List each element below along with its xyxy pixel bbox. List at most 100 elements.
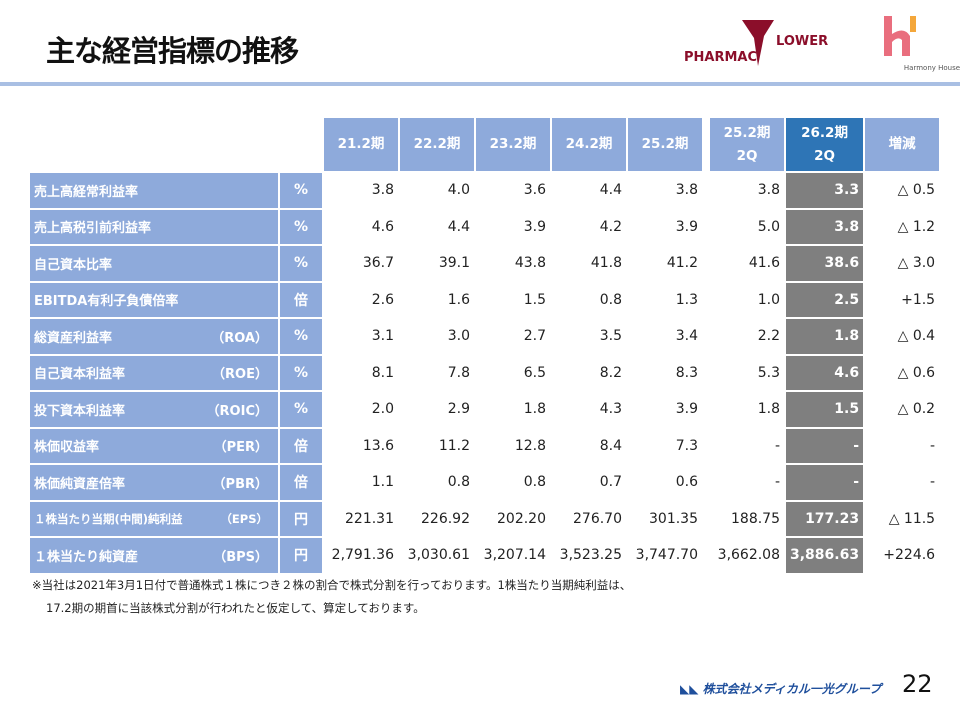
table-row: 自己資本利益率 （ROE）% 8.1 7.8 6.5 8.2 8.3 5.3 4.6 △ 0.6 [30, 355, 939, 390]
table-cell: △ 0.2 [897, 401, 936, 418]
table-cell: 38.6 [786, 246, 864, 281]
table-cell: 301.35 [649, 510, 698, 527]
column-header: 26.2期 2Q [786, 118, 864, 171]
table-cell: 4.0 [447, 182, 470, 199]
table-cell: 188.75 [731, 510, 780, 527]
column-header: 増減 [865, 118, 940, 171]
table-cell: △ 0.5 [897, 182, 936, 199]
row-unit: 倍 [280, 465, 322, 500]
table-cell: 0.8 [447, 474, 470, 491]
table-cell: 4.4 [447, 218, 470, 235]
table-cell: +1.5 [901, 291, 936, 308]
row-label: EBITDA有利子負債倍率 [30, 282, 278, 317]
table-cell: 6.5 [523, 364, 546, 381]
table-cell: 3,662.08 [717, 547, 780, 564]
table-row: 投下資本利益率 （ROIC）% 2.0 2.9 1.8 4.3 3.9 1.8 1.5 △ 0.2 [30, 392, 939, 427]
table-cell: 43.8 [514, 255, 546, 272]
table-cell: 3.3 [786, 173, 864, 208]
table-cell: 41.2 [666, 255, 698, 272]
table-cell: 3.6 [523, 182, 546, 199]
table-cell: - [786, 465, 864, 500]
column-header: 21.2期 [324, 118, 398, 171]
table-cell: 3.1 [371, 328, 394, 345]
table-cell: 3.8 [757, 182, 780, 199]
table-cell: 1.8 [786, 319, 864, 354]
table-cell: 7.3 [675, 437, 698, 454]
table-cell: 4.6 [371, 218, 394, 235]
table-cell: 3.4 [675, 328, 698, 345]
row-unit: % [280, 392, 322, 427]
row-unit: 倍 [280, 428, 322, 463]
row-label: 自己資本比率 [30, 246, 278, 281]
table-cell: - [774, 474, 780, 491]
table-cell: 1.5 [786, 392, 864, 427]
column-header: 23.2期 [476, 118, 550, 171]
row-unit: 倍 [280, 282, 322, 317]
table-cell: 0.6 [675, 474, 698, 491]
table-row: １株当たり当期(中間)純利益 （EPS）円 221.31 226.92 202.20 27… [30, 501, 939, 536]
mountain-icon: ◣◣ [680, 682, 699, 696]
table-cell: 3.9 [523, 218, 546, 235]
table-cell: 3,886.63 [786, 538, 864, 573]
row-unit: % [280, 173, 322, 208]
row-label: １株当たり当期(中間)純利益 （EPS） [30, 501, 278, 536]
table-cell: 1.3 [675, 291, 698, 308]
table-cell: 12.8 [514, 437, 546, 454]
table-cell: 2,791.36 [331, 547, 394, 564]
table-cell: 2.7 [523, 328, 546, 345]
table-cell: 3.9 [675, 401, 698, 418]
pharmacy-flower-logo: PHARMAC LOWER [684, 18, 834, 74]
table-cell: 0.8 [523, 474, 546, 491]
table-cell: 2.0 [371, 401, 394, 418]
column-header: 25.2期 [628, 118, 702, 171]
table-cell: 41.8 [590, 255, 622, 272]
page-title: 主な経営指標の推移 [46, 34, 299, 68]
table-cell: 8.4 [599, 437, 622, 454]
table-cell: 3,030.61 [407, 547, 470, 564]
table-cell: 13.6 [362, 437, 394, 454]
table-cell: 2.6 [371, 291, 394, 308]
table-cell: 41.6 [748, 255, 780, 272]
table-cell: △ 3.0 [897, 255, 936, 272]
table-cell: 2.9 [447, 401, 470, 418]
table-cell: 1.1 [371, 474, 394, 491]
row-label: 売上高税引前利益率 [30, 209, 278, 244]
table-cell: △ 0.6 [897, 364, 936, 381]
table-cell: - [930, 474, 936, 491]
table-cell: 177.23 [786, 501, 864, 536]
table-cell: 8.2 [599, 364, 622, 381]
table-cell: 202.20 [497, 510, 546, 527]
table-cell: 0.8 [599, 291, 622, 308]
table-cell: 5.3 [757, 364, 780, 381]
indicators-table: 21.2期 22.2期 23.2期 24.2期 25.2期 25.2期 2Q 26.2期 2… [28, 116, 941, 575]
table-cell: 2.2 [757, 328, 780, 345]
column-header: 22.2期 [400, 118, 474, 171]
table-row: 売上高税引前利益率% 4.6 4.4 3.9 4.2 3.9 5.0 3.8 △ 1.2 [30, 209, 939, 244]
table-cell: 3.5 [599, 328, 622, 345]
row-unit: 円 [280, 538, 322, 573]
row-label: 売上高経常利益率 [30, 173, 278, 208]
table-cell: 276.70 [573, 510, 622, 527]
table-cell: 2.5 [786, 282, 864, 317]
table-cell: 1.5 [523, 291, 546, 308]
column-header: 25.2期 2Q [710, 118, 784, 171]
table-cell: △ 11.5 [888, 510, 936, 527]
table-cell: 3.8 [786, 209, 864, 244]
table-cell: 3,747.70 [635, 547, 698, 564]
row-label: 投下資本利益率 （ROIC） [30, 392, 278, 427]
table-cell: 3.0 [447, 328, 470, 345]
table-cell: 4.6 [786, 355, 864, 390]
table-cell: 7.8 [447, 364, 470, 381]
table-cell: 221.31 [345, 510, 394, 527]
table-cell: 4.4 [599, 182, 622, 199]
row-unit: % [280, 319, 322, 354]
table-row: 株価収益率 （PER）倍 13.6 11.2 12.8 8.4 7.3- - - [30, 428, 939, 463]
table-cell: 8.3 [675, 364, 698, 381]
table-cell: 0.7 [599, 474, 622, 491]
page-number: 22 [902, 670, 933, 698]
table-cell: 3.8 [371, 182, 394, 199]
table-cell: 1.6 [447, 291, 470, 308]
table-cell: △ 0.4 [897, 328, 936, 345]
table-cell: 8.1 [371, 364, 394, 381]
table-cell: 3,523.25 [559, 547, 622, 564]
